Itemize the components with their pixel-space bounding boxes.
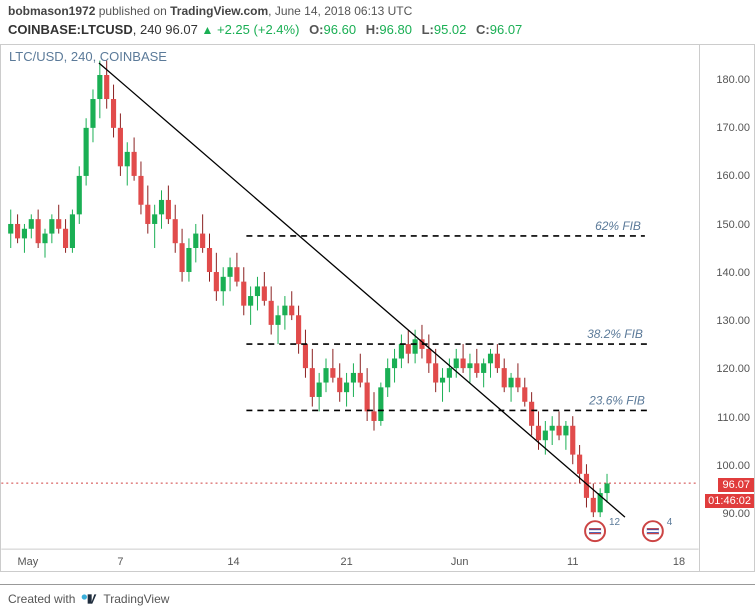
y-tick-label: 90.00 xyxy=(722,508,750,520)
y-tick-label: 110.00 xyxy=(717,412,750,424)
svg-text:11: 11 xyxy=(567,556,578,568)
y-tick-label: 120.00 xyxy=(716,363,750,375)
interval: 240 xyxy=(140,22,162,37)
chart-title: LTC/USD, 240, COINBASE xyxy=(9,49,167,64)
footer: Created with TradingView xyxy=(0,584,755,612)
publish-header: bobmason1972 published on TradingView.co… xyxy=(8,4,412,18)
brand-name: TradingView xyxy=(103,592,169,606)
svg-text:21: 21 xyxy=(340,556,352,568)
site-name: TradingView.com xyxy=(170,4,268,18)
publish-date: June 14, 2018 06:13 UTC xyxy=(275,4,412,18)
arrow-up-icon: ▲ xyxy=(201,23,213,37)
y-tick-label: 150.00 xyxy=(716,219,750,231)
change-pct: +2.4% xyxy=(258,22,295,37)
countdown-marker: 01:46:02 xyxy=(705,494,754,508)
last-price: 96.07 xyxy=(165,22,198,37)
svg-text:38.2% FIB: 38.2% FIB xyxy=(587,327,643,341)
y-tick-label: 140.00 xyxy=(716,267,750,279)
svg-text:18: 18 xyxy=(673,556,685,568)
svg-text:Jun: Jun xyxy=(451,556,469,568)
y-tick-label: 130.00 xyxy=(716,315,750,327)
y-tick-label: 180.00 xyxy=(716,74,750,86)
author-name: bobmason1972 xyxy=(8,4,95,18)
chart-area[interactable]: LTC/USD, 240, COINBASE 62% FIB 38.2% FIB 2… xyxy=(0,44,700,572)
y-tick-label: 160.00 xyxy=(716,170,750,182)
svg-text:4: 4 xyxy=(667,517,673,528)
y-tick-label: 100.00 xyxy=(716,460,750,472)
ohlc-close: 96.07 xyxy=(490,22,523,37)
ohlc-high: 96.80 xyxy=(379,22,412,37)
svg-text:14: 14 xyxy=(227,556,239,568)
change-abs: +2.25 xyxy=(217,22,250,37)
symbol-row: COINBASE:LTCUSD, 240 96.07 ▲ +2.25 (+2.4… xyxy=(8,22,522,37)
y-axis: 90.00 100.00 110.00 120.00 130.00 140.00 150.0… xyxy=(700,44,755,572)
svg-text:62% FIB: 62% FIB xyxy=(595,219,641,233)
svg-text:12: 12 xyxy=(609,517,621,528)
svg-text:23.6% FIB: 23.6% FIB xyxy=(588,393,645,407)
y-tick-label: 170.00 xyxy=(716,122,750,134)
exchange: COINBASE xyxy=(8,22,77,37)
price-marker: 96.07 xyxy=(718,478,754,492)
svg-text:7: 7 xyxy=(117,556,123,568)
published-text: published on xyxy=(99,4,167,18)
symbol: LTCUSD xyxy=(81,22,133,37)
tradingview-logo-icon xyxy=(81,593,97,605)
ohlc-low: 95.02 xyxy=(434,22,467,37)
created-with-text: Created with xyxy=(8,592,75,606)
svg-text:May: May xyxy=(18,556,39,568)
ohlc-open: 96.60 xyxy=(324,22,357,37)
candlestick-chart: 62% FIB 38.2% FIB 23.6% FIB May 7 14 21 Jun 11 18… xyxy=(1,45,699,571)
chart-frame: bobmason1972 published on TradingView.co… xyxy=(0,0,755,612)
